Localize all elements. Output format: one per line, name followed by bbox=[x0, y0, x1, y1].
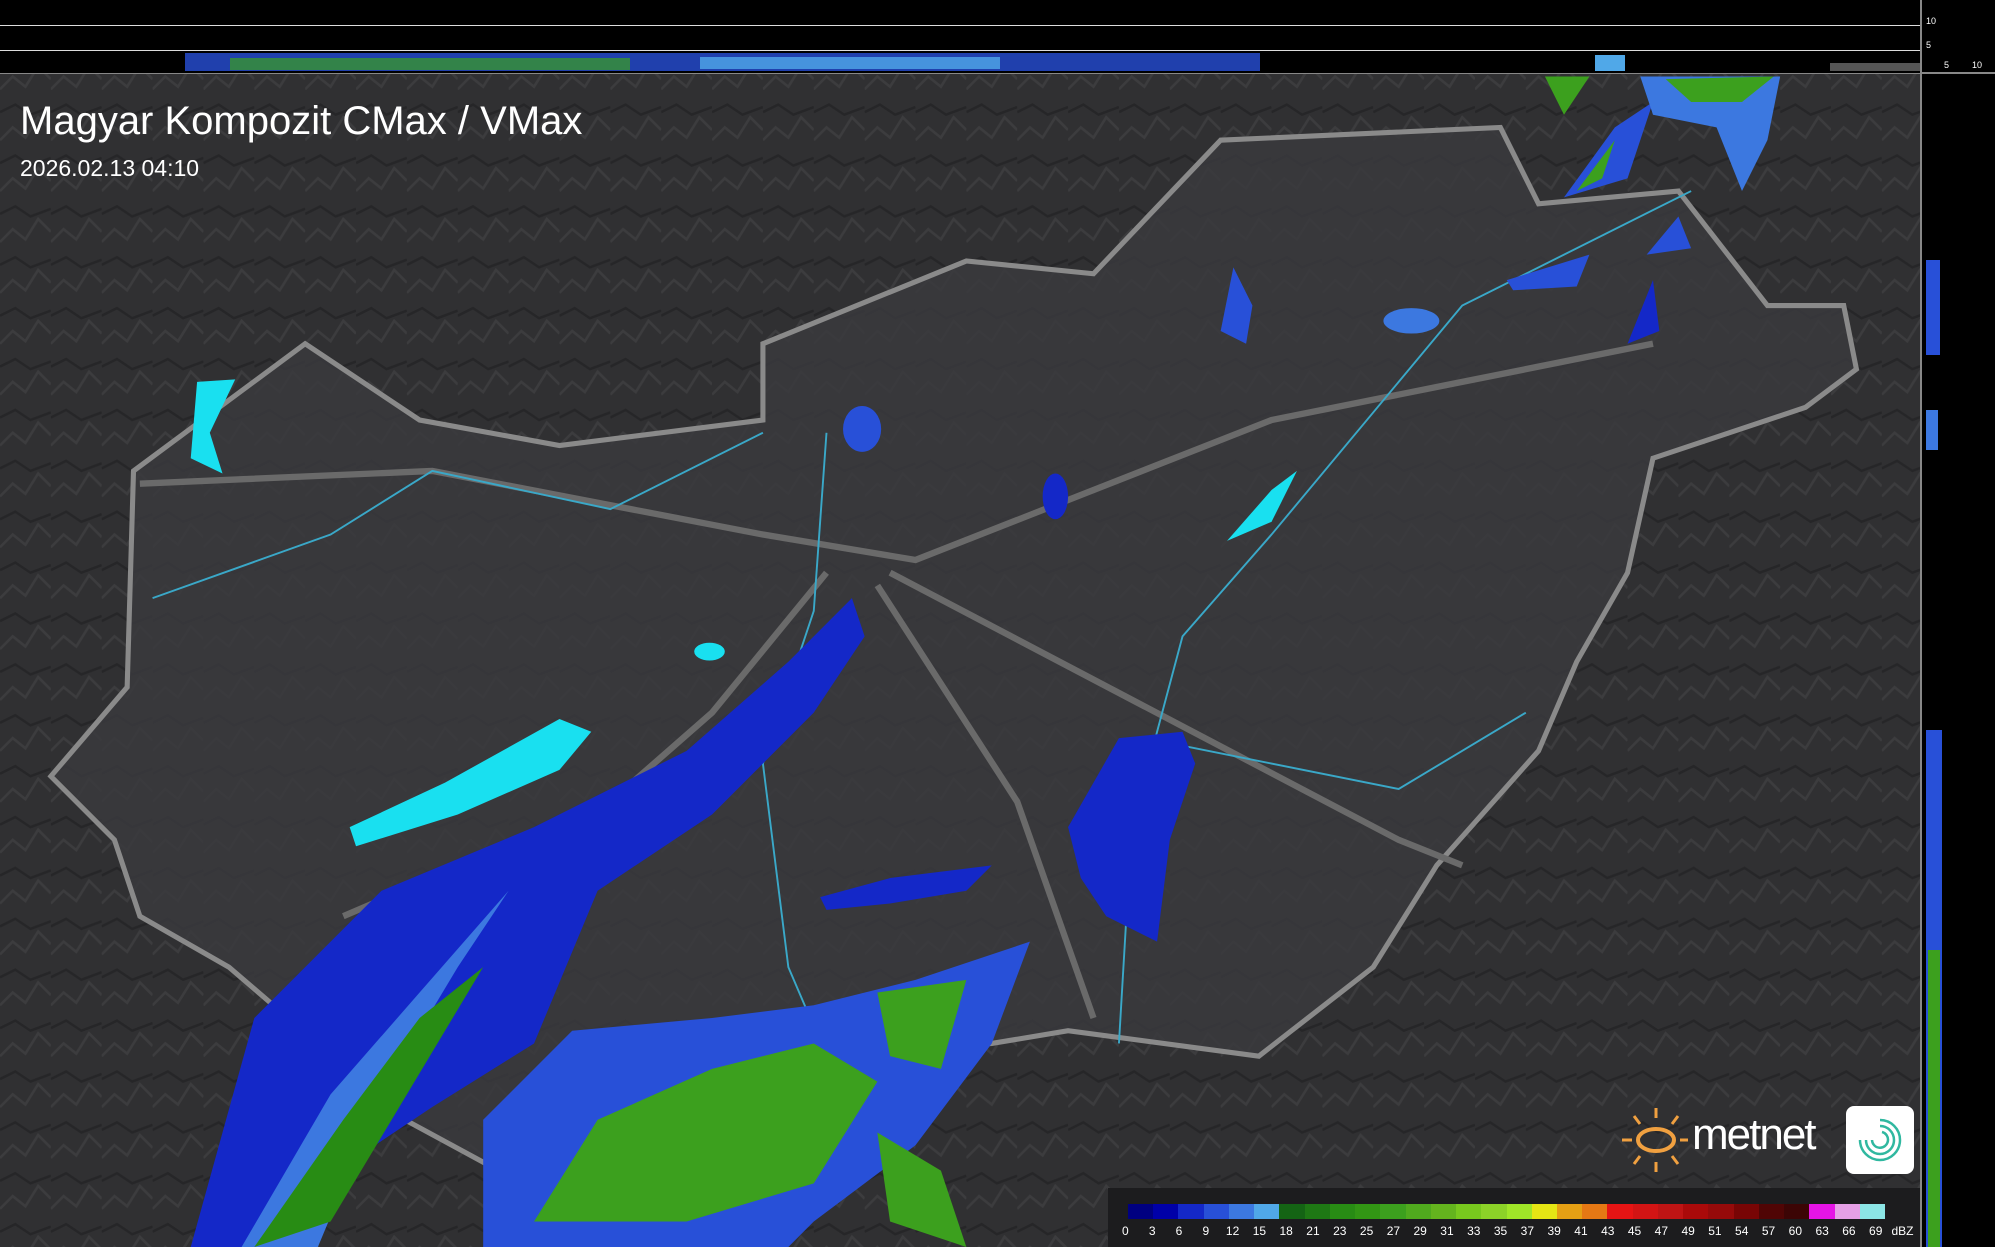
legend-swatch bbox=[1279, 1204, 1305, 1219]
legend-label: 21 bbox=[1306, 1224, 1320, 1238]
legend-label: 51 bbox=[1708, 1224, 1722, 1238]
legend-swatch bbox=[1834, 1204, 1860, 1219]
legend-swatch bbox=[1859, 1204, 1886, 1219]
legend-label: 43 bbox=[1601, 1224, 1615, 1238]
legend-label: 37 bbox=[1520, 1224, 1535, 1238]
legend-swatch bbox=[1708, 1204, 1734, 1219]
legend-label: 33 bbox=[1467, 1224, 1481, 1238]
legend-swatch bbox=[1607, 1204, 1633, 1219]
sun-icon bbox=[1622, 1108, 1688, 1172]
legend-label: 63 bbox=[1815, 1224, 1829, 1238]
map-timestamp: 2026.02.13 04:10 bbox=[20, 155, 200, 181]
legend-swatch bbox=[1304, 1204, 1330, 1219]
lakes bbox=[190, 379, 1297, 847]
legend-label: 0 bbox=[1122, 1224, 1129, 1238]
legend-label: 60 bbox=[1788, 1224, 1802, 1238]
legend-label: 3 bbox=[1148, 1224, 1156, 1238]
legend-swatch bbox=[1329, 1204, 1356, 1219]
dbz-color-legend: 0 3 6 9 12 15 18 21 23 25 27 29 31 33 35 37 39 41 43 45 47 49… bbox=[1108, 1188, 1920, 1247]
legend-label: 15 bbox=[1252, 1224, 1267, 1238]
legend-swatch bbox=[1178, 1204, 1204, 1219]
legend-color-bar bbox=[1128, 1204, 1886, 1219]
legend-swatch bbox=[1733, 1204, 1759, 1219]
map-canvas bbox=[0, 74, 1920, 1247]
legend-swatch bbox=[1380, 1204, 1406, 1219]
metnet-logo: metnet bbox=[1620, 1104, 1916, 1176]
legend-label: 66 bbox=[1842, 1224, 1856, 1238]
legend-swatch bbox=[1203, 1204, 1229, 1219]
brand-name: metnet bbox=[1692, 1110, 1817, 1159]
grid-line bbox=[0, 50, 1920, 51]
vertical-profile-echoes bbox=[1922, 72, 1995, 1247]
legend-swatch bbox=[1355, 1204, 1381, 1219]
radar-map[interactable]: Magyar Kompozit CMax / VMax 2026.02.13 0… bbox=[0, 74, 1920, 1247]
legend-label: 9 bbox=[1202, 1224, 1210, 1238]
legend-label: 6 bbox=[1175, 1224, 1183, 1238]
grid-line bbox=[0, 25, 1920, 26]
legend-swatch bbox=[1254, 1204, 1280, 1219]
legend-label: 39 bbox=[1547, 1224, 1561, 1238]
legend-label: 35 bbox=[1493, 1224, 1508, 1238]
legend-label: 57 bbox=[1761, 1224, 1776, 1238]
legend-swatch bbox=[1582, 1204, 1608, 1219]
legend-swatch bbox=[1153, 1204, 1179, 1219]
legend-swatch bbox=[1657, 1204, 1684, 1219]
legend-swatch bbox=[1809, 1204, 1835, 1219]
legend-swatch bbox=[1683, 1204, 1709, 1219]
axis-tick: 5 bbox=[1944, 60, 1950, 70]
legend-label: 23 bbox=[1333, 1224, 1347, 1238]
vertical-profile-strip: 10 5 5 10 bbox=[1920, 0, 1995, 1247]
legend-label: 29 bbox=[1413, 1224, 1427, 1238]
swirl-app-icon bbox=[1846, 1106, 1914, 1174]
legend-label: 25 bbox=[1359, 1224, 1374, 1238]
legend-swatch bbox=[1758, 1204, 1785, 1219]
horizontal-profile-strip bbox=[0, 0, 1920, 75]
radar-echoes bbox=[190, 76, 1781, 1247]
axis-tick: 5 bbox=[1926, 40, 1932, 50]
legend-swatch bbox=[1456, 1204, 1482, 1219]
map-title: Magyar Kompozit CMax / VMax bbox=[20, 99, 583, 143]
legend-label: 41 bbox=[1574, 1224, 1588, 1238]
legend-swatch bbox=[1481, 1204, 1507, 1219]
legend-swatch bbox=[1128, 1204, 1154, 1219]
legend-swatch bbox=[1556, 1204, 1583, 1219]
axis-tick: 10 bbox=[1926, 16, 1937, 26]
legend-label: 31 bbox=[1440, 1224, 1454, 1238]
legend-swatch bbox=[1506, 1204, 1532, 1219]
legend-label: 69 bbox=[1869, 1224, 1883, 1238]
axis-tick: 10 bbox=[1972, 60, 1983, 70]
legend-swatch bbox=[1784, 1204, 1810, 1219]
legend-label: 27 bbox=[1386, 1224, 1401, 1238]
legend-label: 49 bbox=[1681, 1224, 1695, 1238]
legend-labels: 0 3 6 9 12 15 18 21 23 25 27 29 31 33 35 37 39 41 43 45 47 49… bbox=[1112, 1224, 1916, 1238]
legend-label: 12 bbox=[1225, 1224, 1240, 1238]
legend-swatch bbox=[1430, 1204, 1457, 1219]
legend-swatch bbox=[1228, 1204, 1255, 1219]
legend-label: 54 bbox=[1735, 1224, 1749, 1238]
legend-swatch bbox=[1632, 1204, 1658, 1219]
legend-swatch bbox=[1405, 1204, 1431, 1219]
legend-label: 47 bbox=[1654, 1224, 1669, 1238]
legend-label: 18 bbox=[1279, 1224, 1293, 1238]
horizontal-profile-echoes bbox=[185, 53, 1920, 71]
legend-unit: dBZ bbox=[1891, 1224, 1914, 1238]
legend-swatch bbox=[1531, 1204, 1557, 1219]
legend-label: 45 bbox=[1627, 1224, 1642, 1238]
